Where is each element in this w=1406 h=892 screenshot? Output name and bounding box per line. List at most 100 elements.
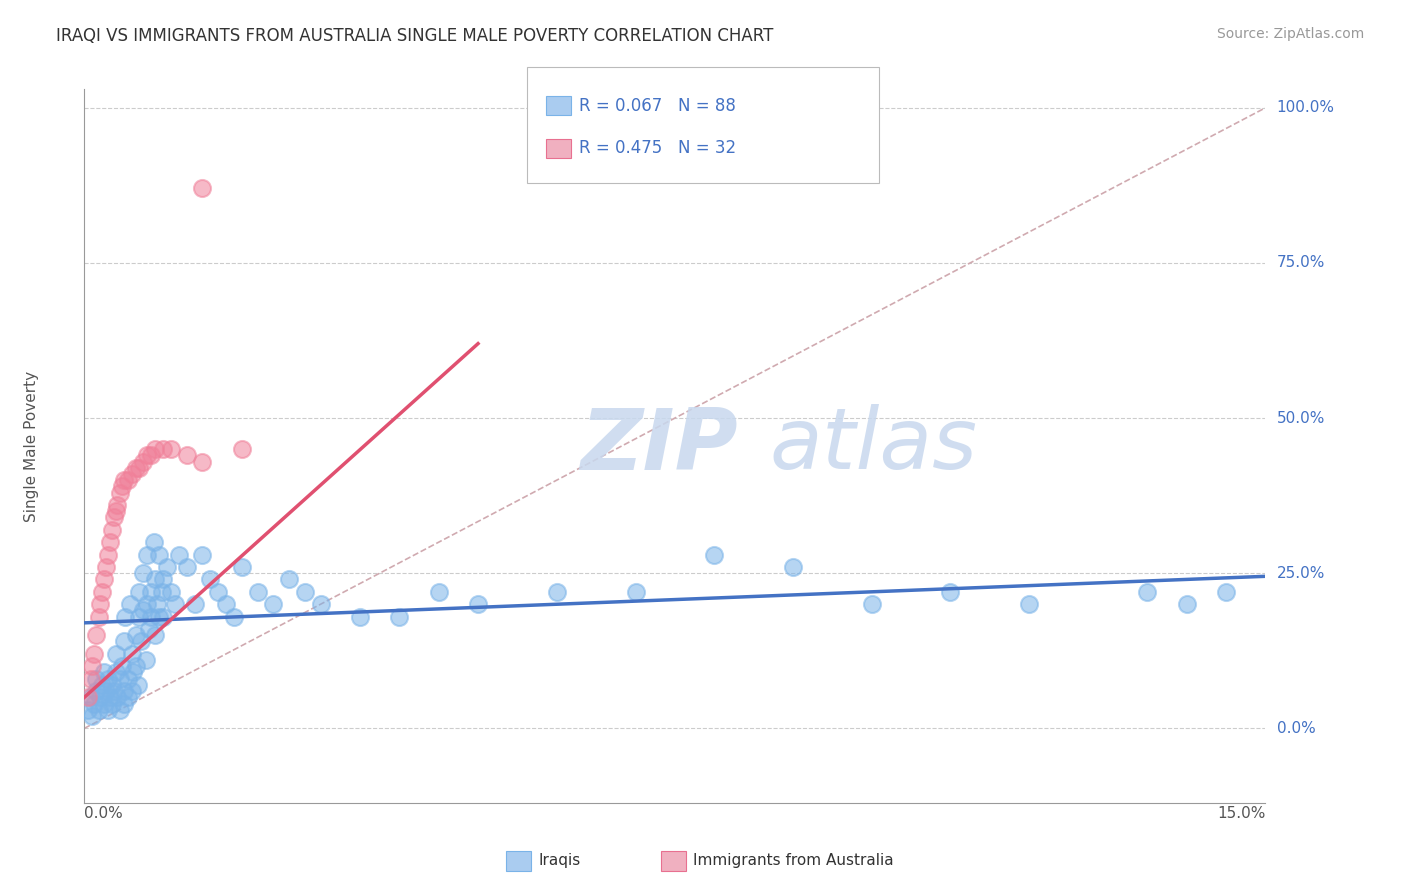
Point xyxy=(146,597,169,611)
Point xyxy=(150,584,173,599)
Point xyxy=(124,659,146,673)
Point xyxy=(112,697,135,711)
Point xyxy=(138,622,160,636)
Point xyxy=(278,573,301,587)
Point xyxy=(132,454,155,468)
Point xyxy=(101,697,124,711)
Point xyxy=(135,653,157,667)
Point xyxy=(143,442,166,456)
Text: Single Male Poverty: Single Male Poverty xyxy=(24,370,39,522)
Point xyxy=(141,609,163,624)
Point xyxy=(703,548,725,562)
Point xyxy=(222,609,245,624)
Point xyxy=(427,584,450,599)
Point xyxy=(97,703,120,717)
Text: 50.0%: 50.0% xyxy=(1277,410,1324,425)
Point xyxy=(108,485,131,500)
Point xyxy=(90,584,112,599)
Point xyxy=(79,690,101,705)
Point xyxy=(112,634,135,648)
Point xyxy=(129,634,152,648)
Point xyxy=(128,609,150,624)
Text: 100.0%: 100.0% xyxy=(1277,100,1334,115)
Text: 0.0%: 0.0% xyxy=(1277,721,1315,736)
Point xyxy=(96,560,118,574)
Point xyxy=(207,584,229,599)
Point xyxy=(782,560,804,574)
Point xyxy=(156,560,179,574)
Point xyxy=(122,665,145,680)
Point xyxy=(111,659,134,673)
Point xyxy=(114,609,136,624)
Point xyxy=(117,473,139,487)
Point xyxy=(215,597,238,611)
Point xyxy=(142,535,165,549)
Point xyxy=(231,560,253,574)
Point xyxy=(546,584,568,599)
Point xyxy=(97,672,120,686)
Text: Iraqis: Iraqis xyxy=(538,854,581,868)
Point xyxy=(103,684,125,698)
Point xyxy=(163,597,186,611)
Point xyxy=(87,609,110,624)
Point xyxy=(132,603,155,617)
Text: 75.0%: 75.0% xyxy=(1277,255,1324,270)
Point xyxy=(77,690,100,705)
Point xyxy=(231,442,253,456)
Point xyxy=(143,573,166,587)
Point xyxy=(152,609,174,624)
Point xyxy=(624,584,647,599)
Text: 0.0%: 0.0% xyxy=(84,805,124,821)
Point xyxy=(108,703,131,717)
Point xyxy=(152,573,174,587)
Point xyxy=(309,597,332,611)
Point xyxy=(101,523,124,537)
Point xyxy=(84,684,107,698)
Point xyxy=(148,609,170,624)
Text: ZIP: ZIP xyxy=(581,404,738,488)
Point xyxy=(117,672,139,686)
Text: Immigrants from Australia: Immigrants from Australia xyxy=(693,854,894,868)
Point xyxy=(860,597,883,611)
Point xyxy=(1018,597,1040,611)
Point xyxy=(107,690,129,705)
Point xyxy=(136,597,159,611)
Point xyxy=(136,448,159,462)
Point xyxy=(96,684,118,698)
Point xyxy=(127,678,149,692)
Point xyxy=(349,609,371,624)
Point xyxy=(83,697,105,711)
Point xyxy=(103,510,125,524)
Point xyxy=(136,548,159,562)
Point xyxy=(143,628,166,642)
Point xyxy=(83,647,105,661)
Point xyxy=(112,473,135,487)
Point xyxy=(183,597,205,611)
Point xyxy=(121,684,143,698)
Point xyxy=(191,454,214,468)
Point xyxy=(104,647,127,661)
Point xyxy=(112,684,135,698)
Text: 15.0%: 15.0% xyxy=(1218,805,1265,821)
Point xyxy=(98,690,121,705)
Point xyxy=(121,467,143,481)
Text: IRAQI VS IMMIGRANTS FROM AUSTRALIA SINGLE MALE POVERTY CORRELATION CHART: IRAQI VS IMMIGRANTS FROM AUSTRALIA SINGL… xyxy=(56,27,773,45)
Point xyxy=(111,479,134,493)
Point xyxy=(93,573,115,587)
Point xyxy=(118,597,141,611)
Point xyxy=(98,535,121,549)
Point xyxy=(82,709,104,723)
Point xyxy=(388,609,411,624)
Point xyxy=(1215,584,1237,599)
Point xyxy=(93,697,115,711)
Point xyxy=(90,678,112,692)
Point xyxy=(152,442,174,456)
Point xyxy=(160,442,183,456)
Point xyxy=(117,690,139,705)
Point xyxy=(262,597,284,611)
Point xyxy=(160,584,183,599)
Text: 25.0%: 25.0% xyxy=(1277,566,1324,581)
Point xyxy=(93,665,115,680)
Point xyxy=(108,672,131,686)
Point xyxy=(121,647,143,661)
